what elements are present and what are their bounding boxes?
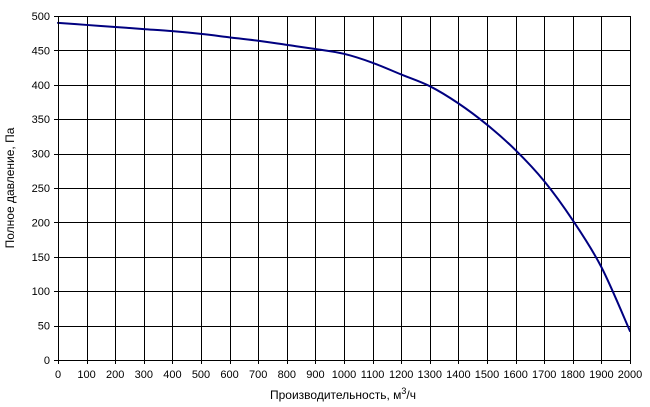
y-tick-label: 400 (32, 80, 50, 92)
y-tick-label: 350 (32, 114, 50, 126)
x-axis-title: Производительность, м3/ч (270, 386, 416, 402)
plot-frame (58, 16, 631, 361)
x-tick-label: 400 (163, 369, 181, 381)
grid (58, 16, 631, 361)
y-tick-label: 250 (32, 183, 50, 195)
x-tick-label: 800 (278, 369, 296, 381)
x-tick-label: 900 (306, 369, 324, 381)
x-tick-label: 1500 (475, 369, 499, 381)
x-tick-label: 1800 (561, 369, 585, 381)
y-tick-label: 450 (32, 45, 50, 57)
x-tick-label: 2000 (618, 369, 642, 381)
x-tick-label: 1700 (532, 369, 556, 381)
y-axis-title: Полное давление, Па (3, 127, 17, 248)
series-layer (57, 21, 631, 333)
x-tick-label: 600 (220, 369, 238, 381)
y-tick-label: 200 (32, 217, 50, 229)
x-tick-label: 1600 (503, 369, 527, 381)
x-tick-label: 1400 (446, 369, 470, 381)
x-tick-label: 300 (135, 369, 153, 381)
x-tick-label: 100 (77, 369, 95, 381)
y-tick-label: 150 (32, 252, 50, 264)
tick-labels: 0 100 200 300 400 500 600 700 800 900 1000 1100 1200… (32, 11, 643, 381)
x-tick-label: 1200 (389, 369, 413, 381)
y-tick-label: 300 (32, 149, 50, 161)
x-tick-label: 1000 (332, 369, 356, 381)
y-tick-label: 0 (44, 355, 50, 367)
x-tick-label: 500 (192, 369, 210, 381)
x-tick-label: 1100 (361, 369, 385, 381)
series-line (57, 21, 631, 333)
x-tick-label: 1900 (589, 369, 613, 381)
x-tick-label: 200 (106, 369, 124, 381)
axes (54, 16, 631, 364)
y-tick-label: 100 (32, 286, 50, 298)
y-tick-label: 50 (38, 321, 50, 333)
y-tick-label: 500 (32, 11, 50, 23)
x-tick-label: 1300 (418, 369, 442, 381)
x-tick-label: 700 (249, 369, 267, 381)
x-tick-label: 0 (55, 369, 61, 381)
